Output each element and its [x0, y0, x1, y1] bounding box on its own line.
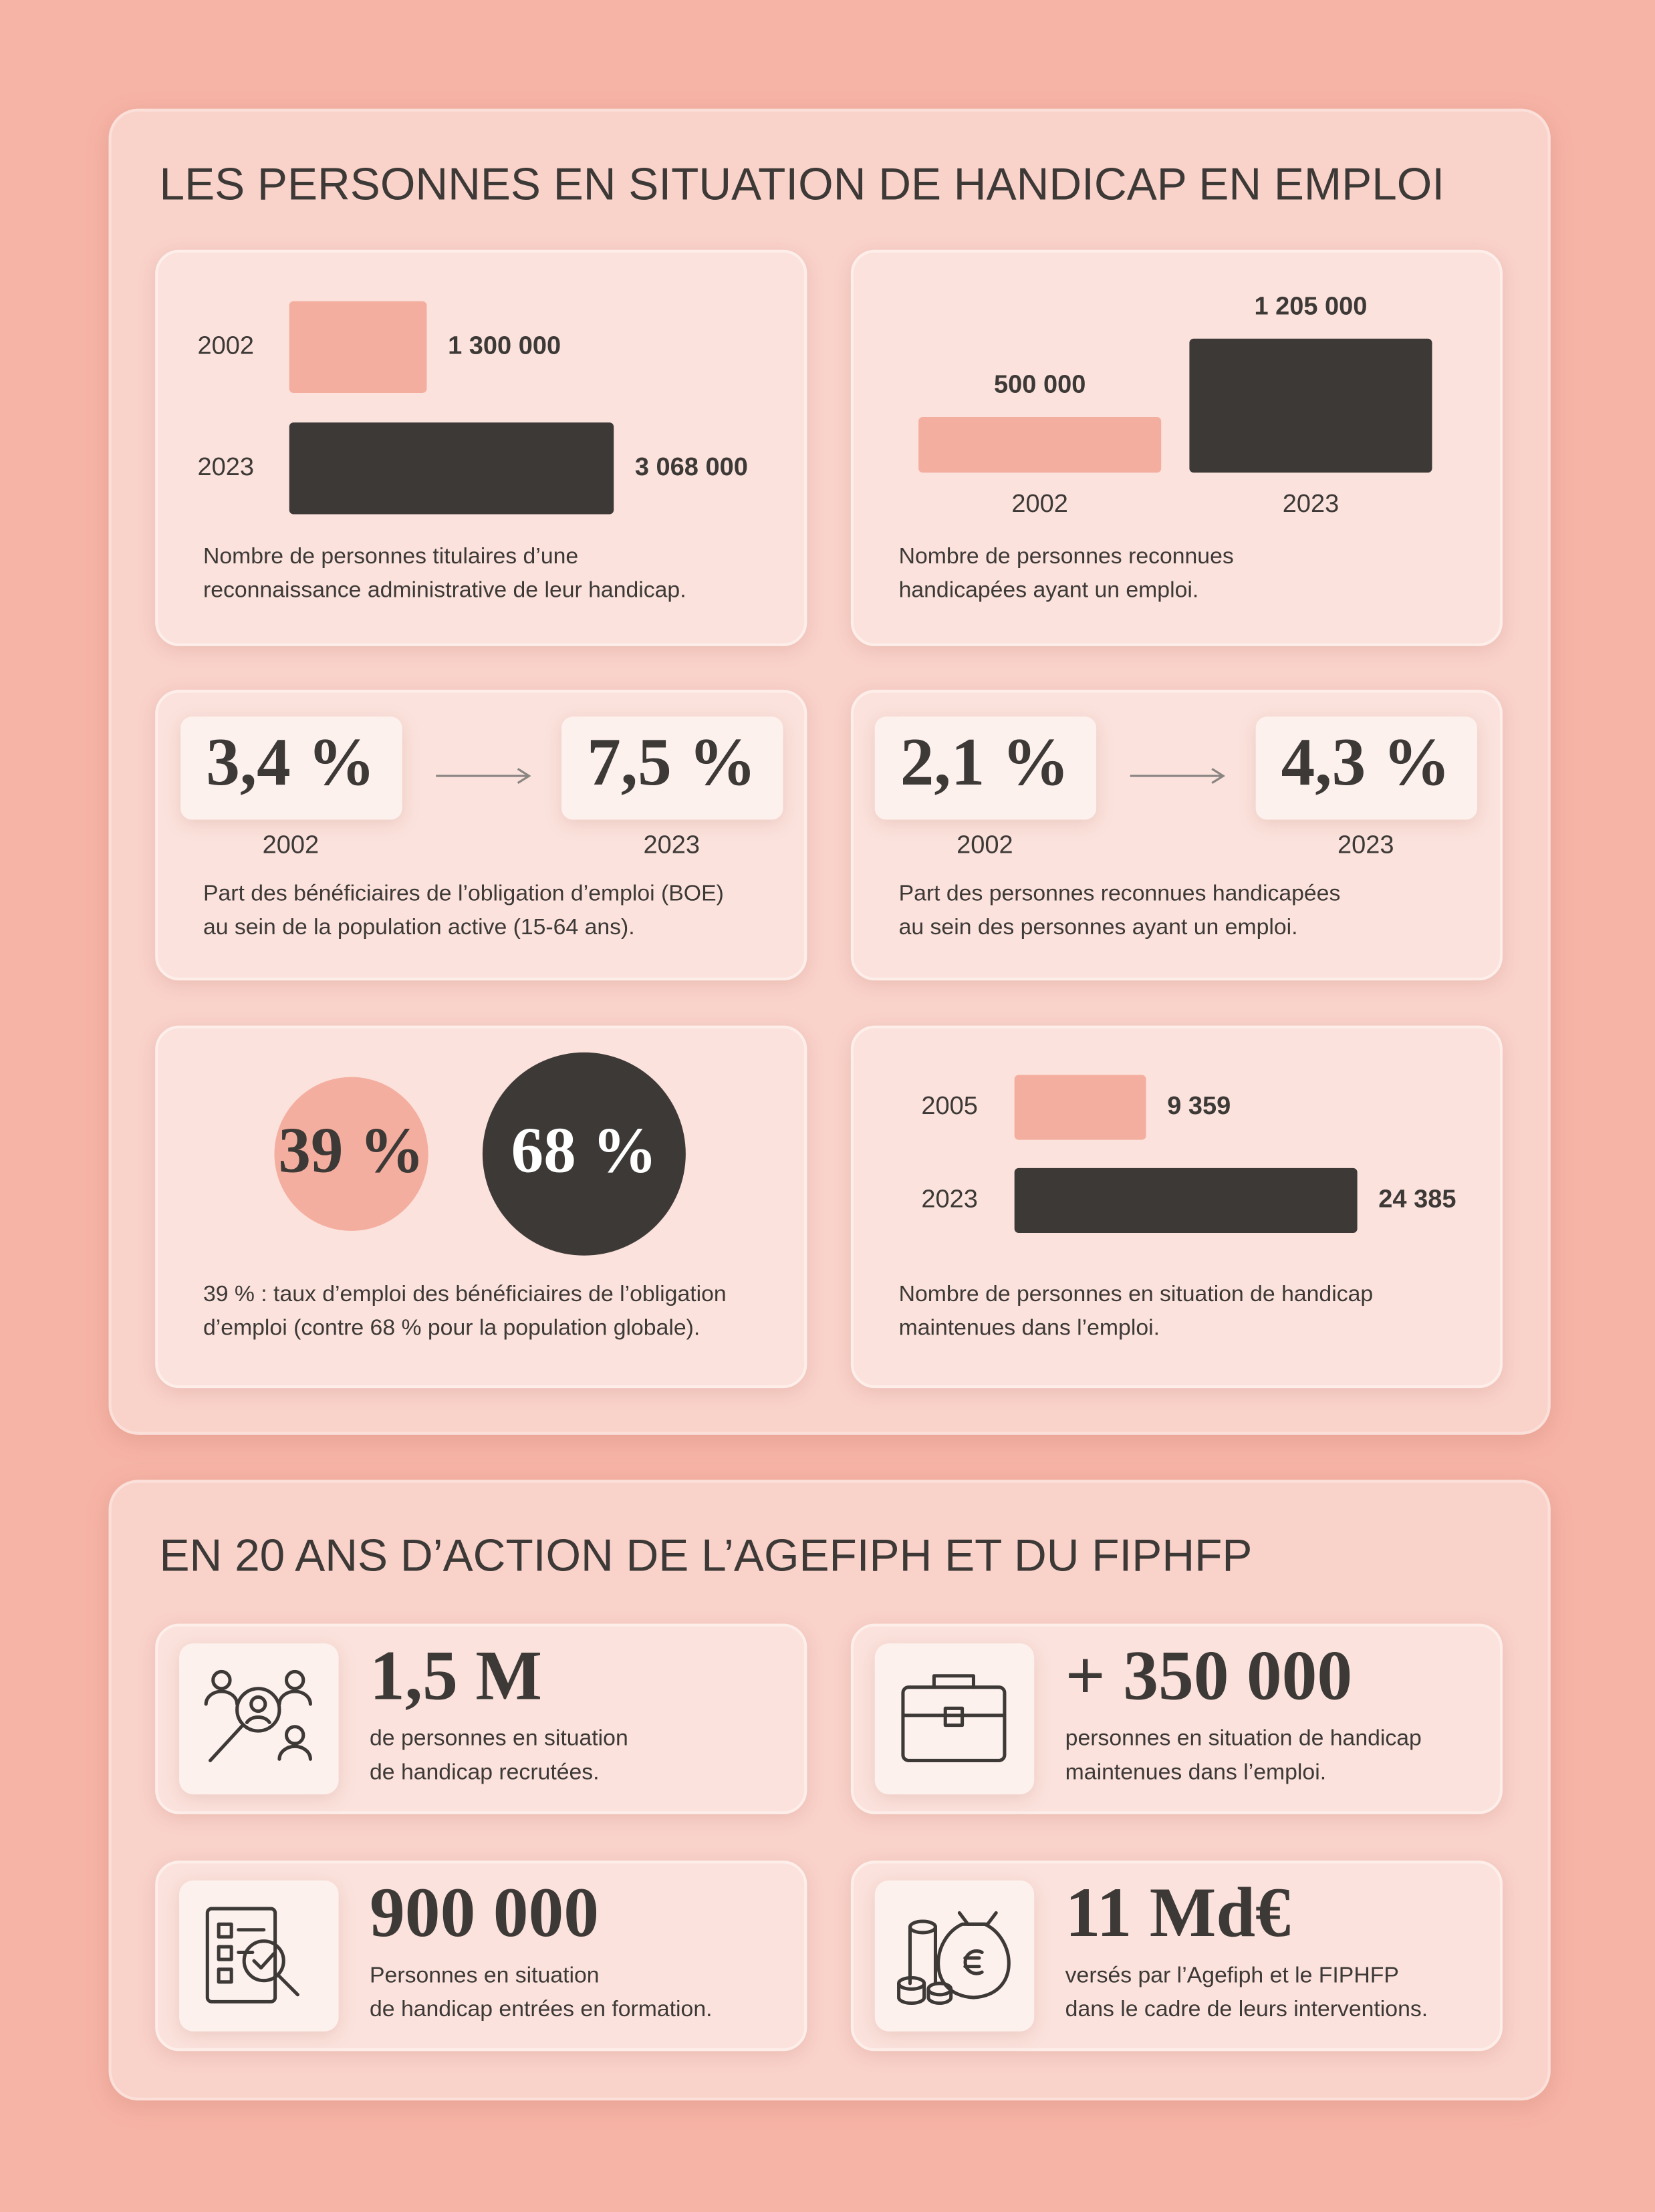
year-label: 2002	[1011, 490, 1068, 518]
stat-text: de handicap entrées en formation.	[370, 1996, 712, 2022]
icon-box	[874, 1880, 1035, 2032]
stat-value: + 350 000	[1065, 1637, 1353, 1715]
bar	[1189, 338, 1432, 473]
caption: Nombre de personnes en situation de hand…	[899, 1281, 1374, 1306]
caption: reconnaissance administrative de leur ha…	[203, 577, 686, 602]
value: 3,4 %	[206, 724, 375, 799]
bar	[918, 417, 1162, 473]
value-label: 24 385	[1378, 1185, 1456, 1213]
value-label: 1 205 000	[1254, 292, 1367, 320]
value-label: 39 %	[278, 1114, 424, 1186]
arrow-head	[517, 768, 531, 784]
icon-recruit	[204, 1669, 312, 1762]
section-title: EN 20 ANS D’ACTION DE L’AGEFIPH ET DU FI…	[160, 1530, 1253, 1580]
icon-box	[179, 1643, 339, 1795]
year-label: 2023	[198, 453, 255, 481]
stat-text: Personnes en situation	[370, 1962, 600, 1987]
bar	[289, 422, 614, 515]
icons	[204, 1669, 1011, 2006]
icon-box	[874, 1643, 1035, 1795]
year-label: 2002	[957, 831, 1013, 859]
value-box	[180, 716, 402, 820]
value: 7,5 %	[587, 724, 756, 799]
year-label: 2023	[1338, 831, 1394, 859]
value-label: 500 000	[994, 371, 1086, 399]
value-box	[561, 716, 783, 820]
caption: d’emploi (contre 68 % pour la population…	[203, 1315, 700, 1340]
value-box	[1255, 716, 1478, 820]
content: LES PERSONNES EN SITUATION DE HANDICAP E…	[108, 108, 1551, 2101]
caption: 39 % : taux d’emploi des bénéficiaires d…	[203, 1281, 727, 1306]
circle	[274, 1077, 428, 1231]
stat-text: de handicap recrutées.	[370, 1759, 600, 1784]
stat-text: versés par l’Agefiph et le FIPHFP	[1065, 1962, 1399, 1987]
year-label: 2005	[921, 1092, 978, 1120]
caption: Part des bénéficiaires de l’obligation d…	[203, 880, 724, 906]
bar	[289, 301, 427, 393]
value-label: 1 300 000	[448, 331, 561, 360]
stat-value: 1,5 M	[370, 1637, 542, 1715]
caption: au sein de la population active (15-64 a…	[203, 914, 635, 940]
icon-briefcase	[901, 1674, 1007, 1762]
stat-text: de personnes en situation	[370, 1725, 628, 1751]
value: 4,3 %	[1281, 724, 1450, 799]
icon-training	[205, 1907, 299, 2003]
year-label: 2002	[263, 831, 320, 859]
stat-text: maintenues dans l’emploi.	[1065, 1759, 1326, 1784]
value-label: 68 %	[511, 1114, 657, 1186]
icon-box	[179, 1880, 339, 2032]
value-label: 3 068 000	[635, 453, 748, 481]
caption: maintenues dans l’emploi.	[899, 1315, 1160, 1340]
stat-text: dans le cadre de leurs interventions.	[1065, 1996, 1428, 2022]
bar	[1014, 1075, 1146, 1140]
circle	[482, 1052, 686, 1256]
year-label: 2023	[921, 1185, 978, 1213]
value-label: 9 359	[1167, 1092, 1231, 1120]
bar	[1014, 1167, 1358, 1233]
year-label: 2023	[643, 831, 700, 859]
caption: Nombre de personnes reconnues	[899, 543, 1234, 569]
caption: Part des personnes reconnues handicapées	[899, 880, 1341, 906]
year-label: 2023	[1283, 490, 1340, 518]
stat-value: 11 Md€	[1065, 1873, 1291, 1951]
section-title: LES PERSONNES EN SITUATION DE HANDICAP E…	[160, 160, 1445, 210]
year-label: 2002	[198, 331, 255, 360]
icon-money	[897, 1911, 1011, 2006]
caption: handicapées ayant un emploi.	[899, 577, 1199, 602]
value-box	[874, 716, 1097, 820]
arrow-head	[1211, 768, 1226, 784]
stat-value: 900 000	[370, 1873, 599, 1951]
value: 2,1 %	[900, 724, 1069, 799]
caption: au sein des personnes ayant un emploi.	[899, 914, 1298, 940]
stat-text: personnes en situation de handicap	[1065, 1725, 1422, 1751]
caption: Nombre de personnes titulaires d’une	[203, 543, 578, 569]
